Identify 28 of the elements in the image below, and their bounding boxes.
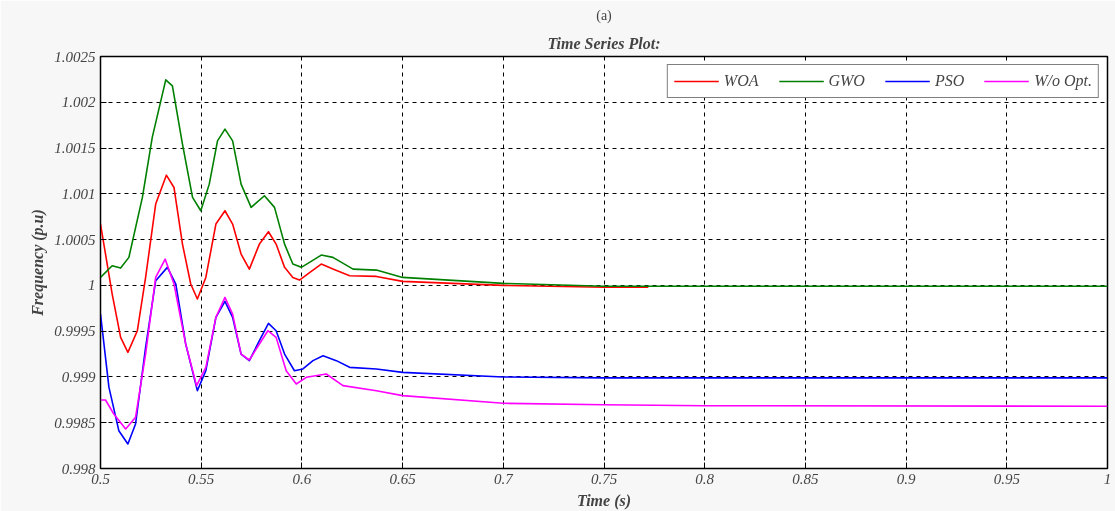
- x-tick-label: 0.6: [292, 470, 312, 487]
- chart-title: Time Series Plot:: [547, 34, 661, 52]
- y-tick-label: 0.9995: [54, 323, 96, 340]
- x-tick-label: 0.7: [493, 470, 515, 487]
- legend-label: PSO: [934, 72, 965, 90]
- y-tick-label: 0.9985: [54, 414, 96, 431]
- legend-label: GWO: [828, 72, 865, 90]
- x-tick-label: 1: [1103, 470, 1112, 487]
- y-tick-label: 1: [88, 277, 96, 294]
- y-axis-title: Frequency (p.u): [29, 209, 48, 317]
- legend-label: WOA: [723, 72, 759, 90]
- legend-label: W/o Opt.: [1034, 72, 1092, 90]
- x-tick-label: 0.55: [188, 470, 215, 487]
- y-tick-label: 1.0025: [54, 48, 96, 65]
- x-tick-label: 0.9: [896, 470, 916, 487]
- line-series: [100, 174, 650, 354]
- y-tick-label: 0.999: [61, 368, 96, 385]
- y-tick-label: 1.001: [61, 185, 96, 202]
- x-tick-label: 0.95: [993, 470, 1021, 487]
- text: (a): [596, 7, 613, 24]
- x-axis-title: Time (s): [576, 491, 632, 510]
- y-tick-label: 1.002: [61, 94, 96, 111]
- y-tick-label: 1.0015: [54, 140, 96, 157]
- x-tick-label: 0.85: [792, 470, 820, 487]
- x-tick-label: 0.8: [695, 470, 715, 487]
- x-tick-label: 0.65: [389, 470, 417, 487]
- x-tick-label: 0.75: [590, 470, 618, 487]
- y-tick-label: 1.0005: [54, 231, 96, 248]
